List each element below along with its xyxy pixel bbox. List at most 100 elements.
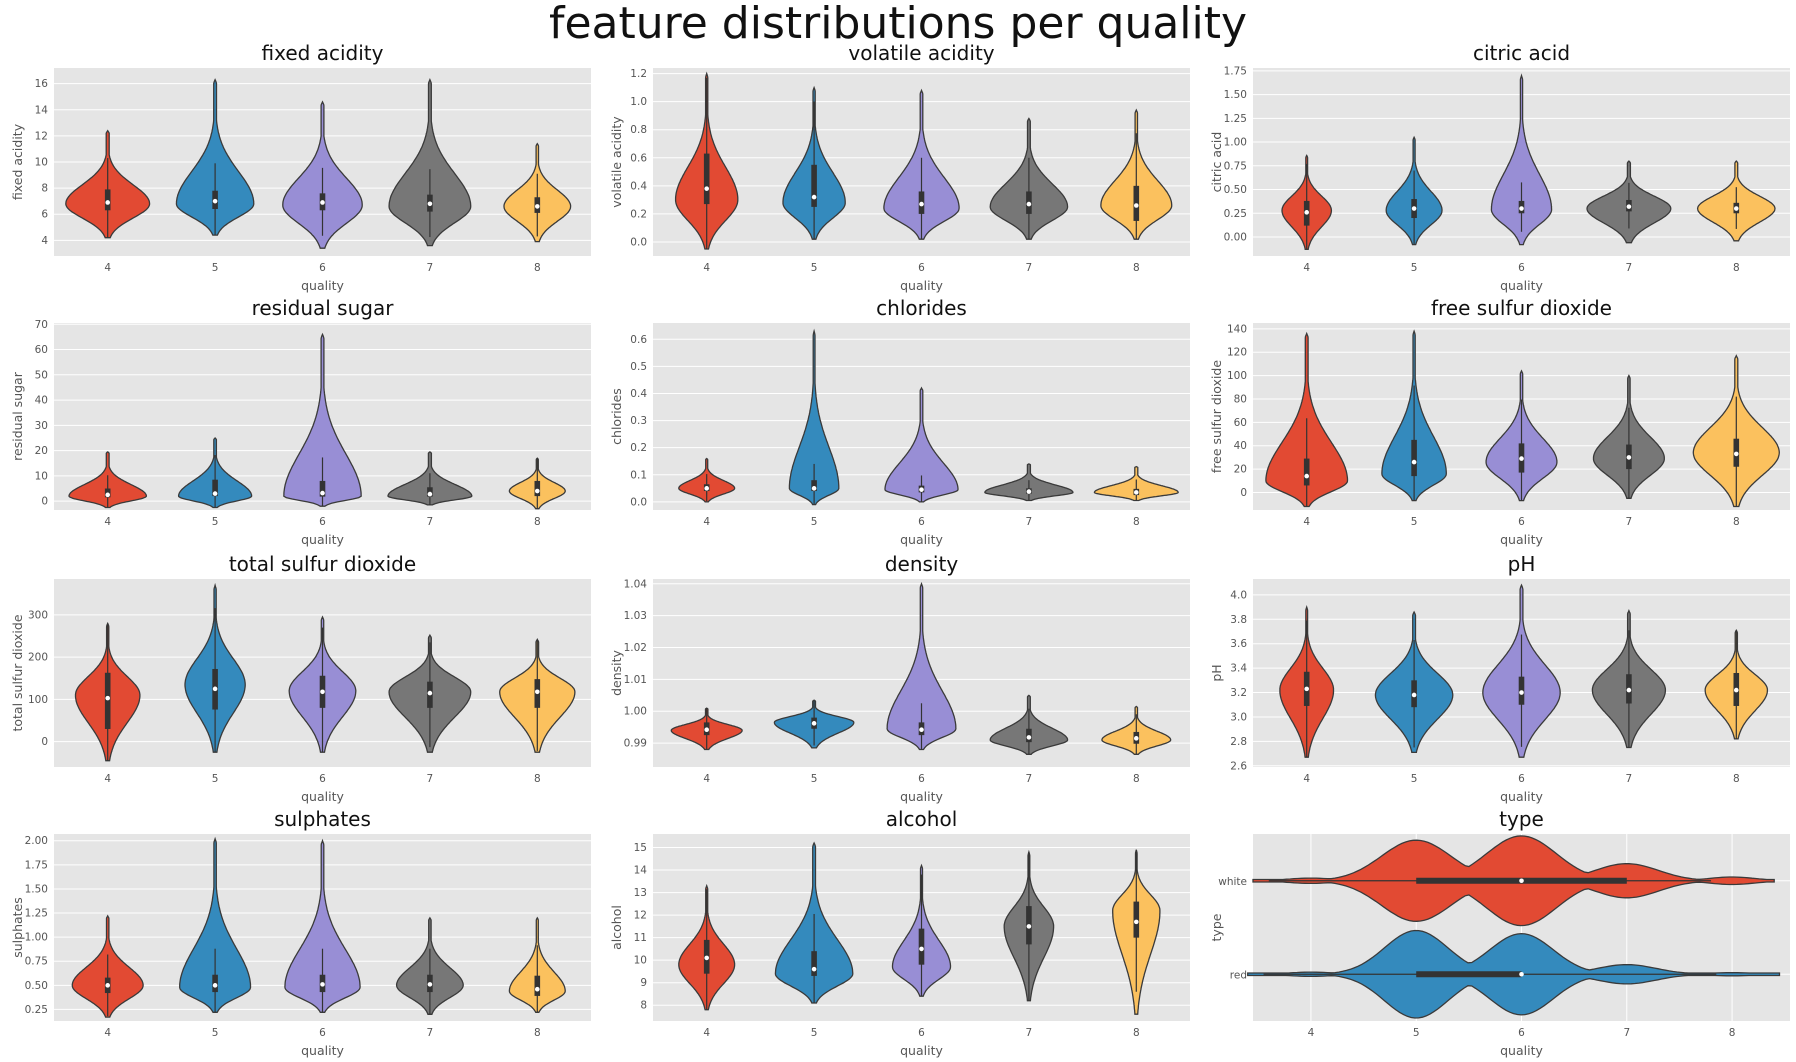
x-tick-label: 6 xyxy=(319,516,326,528)
chart-title: volatile acidity xyxy=(848,41,994,65)
chart-title: chlorides xyxy=(876,296,967,320)
median-marker xyxy=(919,201,924,207)
x-axis-label: quality xyxy=(900,1043,943,1058)
x-axis-label: quality xyxy=(1500,789,1543,804)
chart-title: free sulfur dioxide xyxy=(1431,296,1612,320)
x-tick-label: 4 xyxy=(104,773,111,785)
median-marker xyxy=(535,204,540,209)
y-tick-label: 140 xyxy=(1227,323,1247,335)
median-marker xyxy=(105,200,110,205)
median-marker xyxy=(704,186,709,191)
median-marker xyxy=(1026,924,1032,929)
x-tick-label: 4 xyxy=(104,1027,111,1039)
y-tick-label: 0.0 xyxy=(630,236,647,248)
y-tick-label: 0.99 xyxy=(624,738,647,750)
x-tick-label: 5 xyxy=(811,773,818,785)
y-tick-label: 2.8 xyxy=(1230,736,1247,748)
chart-panel-citric-acid: citric acid quality citric acid 0.00 0.25 0.5… xyxy=(1209,41,1790,293)
x-axis-label: quality xyxy=(1500,278,1543,293)
x-tick-label: 7 xyxy=(1626,516,1633,528)
median-marker xyxy=(1134,490,1139,495)
y-tick-label: 1.0 xyxy=(630,96,647,108)
x-tick-label: 4 xyxy=(703,262,710,274)
x-tick-label: 8 xyxy=(534,1027,541,1039)
y-tick-label: 70 xyxy=(35,319,48,331)
y-tick-label: 0.1 xyxy=(630,469,647,481)
iqr-box xyxy=(1303,458,1310,486)
x-tick-label: 7 xyxy=(1026,516,1033,528)
iqr-box xyxy=(534,975,541,996)
y-tick-label: 1.25 xyxy=(25,908,48,920)
median-marker xyxy=(1626,455,1632,460)
violin-quality-6 xyxy=(284,838,361,1013)
y-tick-label: 0.8 xyxy=(630,124,647,136)
y-tick-label: 0.2 xyxy=(630,442,647,454)
median-marker xyxy=(704,727,709,733)
chart-title: type xyxy=(1499,807,1544,831)
chart-title: density xyxy=(885,552,958,576)
median-marker xyxy=(1519,206,1524,211)
y-tick-label: 80 xyxy=(1234,393,1247,405)
y-tick-label: 3.8 xyxy=(1230,614,1247,626)
y-tick-label: 0.75 xyxy=(25,956,48,968)
iqr-box xyxy=(703,153,710,205)
x-tick-label: 7 xyxy=(1626,773,1633,785)
median-marker xyxy=(535,986,540,992)
chart-title: residual sugar xyxy=(252,296,395,320)
y-axis-label: fixed acidity xyxy=(10,123,25,200)
median-marker xyxy=(1734,206,1739,211)
median-marker xyxy=(704,955,709,961)
y-tick-label: 3.4 xyxy=(1230,663,1247,675)
iqr-box xyxy=(212,479,218,497)
x-axis-label: quality xyxy=(301,1043,344,1058)
y-tick-label: 13 xyxy=(634,887,647,899)
median-marker xyxy=(1519,971,1524,977)
median-marker xyxy=(535,689,540,695)
median-marker xyxy=(919,487,924,492)
chart-panel-fixed-acidity: fixed acidity quality fixed acidity 4 6 8 10 12… xyxy=(10,41,591,293)
x-tick-label: 7 xyxy=(1026,262,1033,274)
median-marker xyxy=(1519,456,1524,461)
x-tick-label: 8 xyxy=(1733,773,1740,785)
y-tick-label: 3.0 xyxy=(1230,711,1247,723)
y-tick-label: red xyxy=(1230,969,1247,981)
chart-panel-type: type quality type 4 5 6 7 8 white red xyxy=(1209,807,1790,1058)
x-tick-label: 5 xyxy=(1411,262,1418,274)
x-tick-label: 6 xyxy=(1518,773,1525,785)
median-marker xyxy=(212,983,218,988)
y-tick-label: 11 xyxy=(634,932,647,944)
y-axis-label: volatile acidity xyxy=(609,116,624,208)
y-tick-label: 1.02 xyxy=(624,642,647,654)
median-marker xyxy=(320,200,325,205)
iqr-box xyxy=(1416,971,1522,978)
median-marker xyxy=(1626,687,1632,693)
median-marker xyxy=(1304,686,1309,692)
median-marker xyxy=(704,486,709,491)
chart-panel-sulphates: sulphates quality sulphates 0.25 0.50 0.75 1.0… xyxy=(10,807,591,1058)
chart-panel-chlorides: chlorides quality chlorides 0.0 0.1 0.2 0.3 0.4… xyxy=(609,296,1190,547)
x-tick-label: 8 xyxy=(534,516,541,528)
y-tick-label: 12 xyxy=(35,130,48,142)
violin-quality-5 xyxy=(788,328,840,506)
chart-panel-free-sulfur-dioxide: free sulfur dioxide quality free sulfur di… xyxy=(1209,296,1790,547)
median-marker xyxy=(320,490,325,496)
median-marker xyxy=(811,486,817,491)
iqr-box xyxy=(104,189,111,211)
y-tick-label: 100 xyxy=(28,694,48,706)
chart-title: alcohol xyxy=(886,807,958,831)
median-marker xyxy=(1626,204,1632,209)
y-tick-label: 0.2 xyxy=(630,208,647,220)
y-tick-label: 1.75 xyxy=(1224,65,1247,77)
violin-quality-6 xyxy=(886,581,957,751)
y-tick-label: 1.00 xyxy=(624,706,647,718)
y-tick-label: 1.03 xyxy=(624,610,647,622)
y-tick-label: 1.04 xyxy=(624,578,648,590)
y-axis-label: sulphates xyxy=(10,897,25,958)
iqr-box xyxy=(811,480,817,492)
y-tick-label: 100 xyxy=(1227,370,1247,382)
chart-panel-density: density quality density 0.99 1.00 1.01 1.02 1.0… xyxy=(609,552,1190,804)
x-tick-label: 4 xyxy=(703,1027,710,1039)
x-axis-label: quality xyxy=(900,789,943,804)
median-marker xyxy=(105,695,110,701)
median-marker xyxy=(1734,451,1739,457)
